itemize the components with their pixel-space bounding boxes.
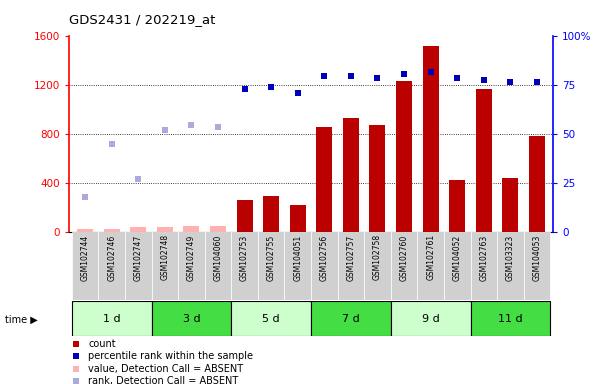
- Bar: [338, 232, 364, 300]
- Bar: [263, 196, 279, 232]
- Text: GSM102744: GSM102744: [81, 234, 90, 281]
- Text: 1 d: 1 d: [103, 314, 120, 324]
- Text: GDS2431 / 202219_at: GDS2431 / 202219_at: [69, 13, 216, 26]
- Bar: [529, 136, 545, 232]
- Bar: [370, 125, 385, 232]
- Bar: [210, 225, 226, 232]
- Text: GSM102757: GSM102757: [346, 234, 355, 281]
- Text: GSM104060: GSM104060: [213, 234, 222, 281]
- Text: GSM104052: GSM104052: [453, 234, 462, 281]
- Text: 9 d: 9 d: [422, 314, 439, 324]
- Bar: [104, 229, 120, 232]
- Text: percentile rank within the sample: percentile rank within the sample: [88, 351, 254, 361]
- Text: GSM104053: GSM104053: [532, 234, 542, 281]
- Bar: [151, 232, 178, 300]
- Bar: [502, 178, 519, 232]
- Text: GSM104051: GSM104051: [293, 234, 302, 281]
- Text: GSM102747: GSM102747: [134, 234, 142, 281]
- Bar: [444, 232, 471, 300]
- Bar: [497, 232, 523, 300]
- Bar: [417, 232, 444, 300]
- Bar: [205, 232, 231, 300]
- Bar: [151, 301, 231, 336]
- Bar: [290, 205, 306, 232]
- Bar: [364, 232, 391, 300]
- Bar: [343, 118, 359, 232]
- Bar: [391, 301, 471, 336]
- Bar: [311, 232, 338, 300]
- Bar: [311, 301, 391, 336]
- Bar: [157, 227, 173, 232]
- Text: rank, Detection Call = ABSENT: rank, Detection Call = ABSENT: [88, 376, 239, 384]
- Text: GSM102756: GSM102756: [320, 234, 329, 281]
- Text: GSM102755: GSM102755: [267, 234, 276, 281]
- Bar: [471, 301, 551, 336]
- Bar: [471, 232, 497, 300]
- Bar: [77, 229, 93, 232]
- Text: GSM102760: GSM102760: [400, 234, 409, 281]
- Text: time ▶: time ▶: [5, 315, 37, 325]
- Text: 11 d: 11 d: [498, 314, 523, 324]
- Bar: [450, 180, 465, 232]
- Text: 3 d: 3 d: [183, 314, 200, 324]
- Bar: [130, 227, 146, 232]
- Bar: [523, 232, 551, 300]
- Text: GSM102761: GSM102761: [426, 234, 435, 280]
- Bar: [125, 232, 151, 300]
- Text: 5 d: 5 d: [262, 314, 280, 324]
- Bar: [237, 200, 252, 232]
- Bar: [316, 127, 332, 232]
- Bar: [396, 81, 412, 232]
- Bar: [391, 232, 417, 300]
- Bar: [178, 232, 205, 300]
- Text: GSM102748: GSM102748: [160, 234, 169, 280]
- Bar: [231, 301, 311, 336]
- Text: 7 d: 7 d: [342, 314, 360, 324]
- Text: value, Detection Call = ABSENT: value, Detection Call = ABSENT: [88, 364, 243, 374]
- Text: GSM103323: GSM103323: [506, 234, 515, 281]
- Bar: [183, 225, 200, 232]
- Text: GSM102753: GSM102753: [240, 234, 249, 281]
- Text: count: count: [88, 339, 116, 349]
- Bar: [423, 46, 439, 232]
- Bar: [284, 232, 311, 300]
- Bar: [258, 232, 284, 300]
- Bar: [231, 232, 258, 300]
- Text: GSM102763: GSM102763: [480, 234, 488, 281]
- Text: GSM102758: GSM102758: [373, 234, 382, 280]
- Text: GSM102746: GSM102746: [107, 234, 116, 281]
- Bar: [99, 232, 125, 300]
- Bar: [72, 232, 99, 300]
- Bar: [72, 301, 151, 336]
- Bar: [476, 88, 492, 232]
- Text: GSM102749: GSM102749: [187, 234, 196, 281]
